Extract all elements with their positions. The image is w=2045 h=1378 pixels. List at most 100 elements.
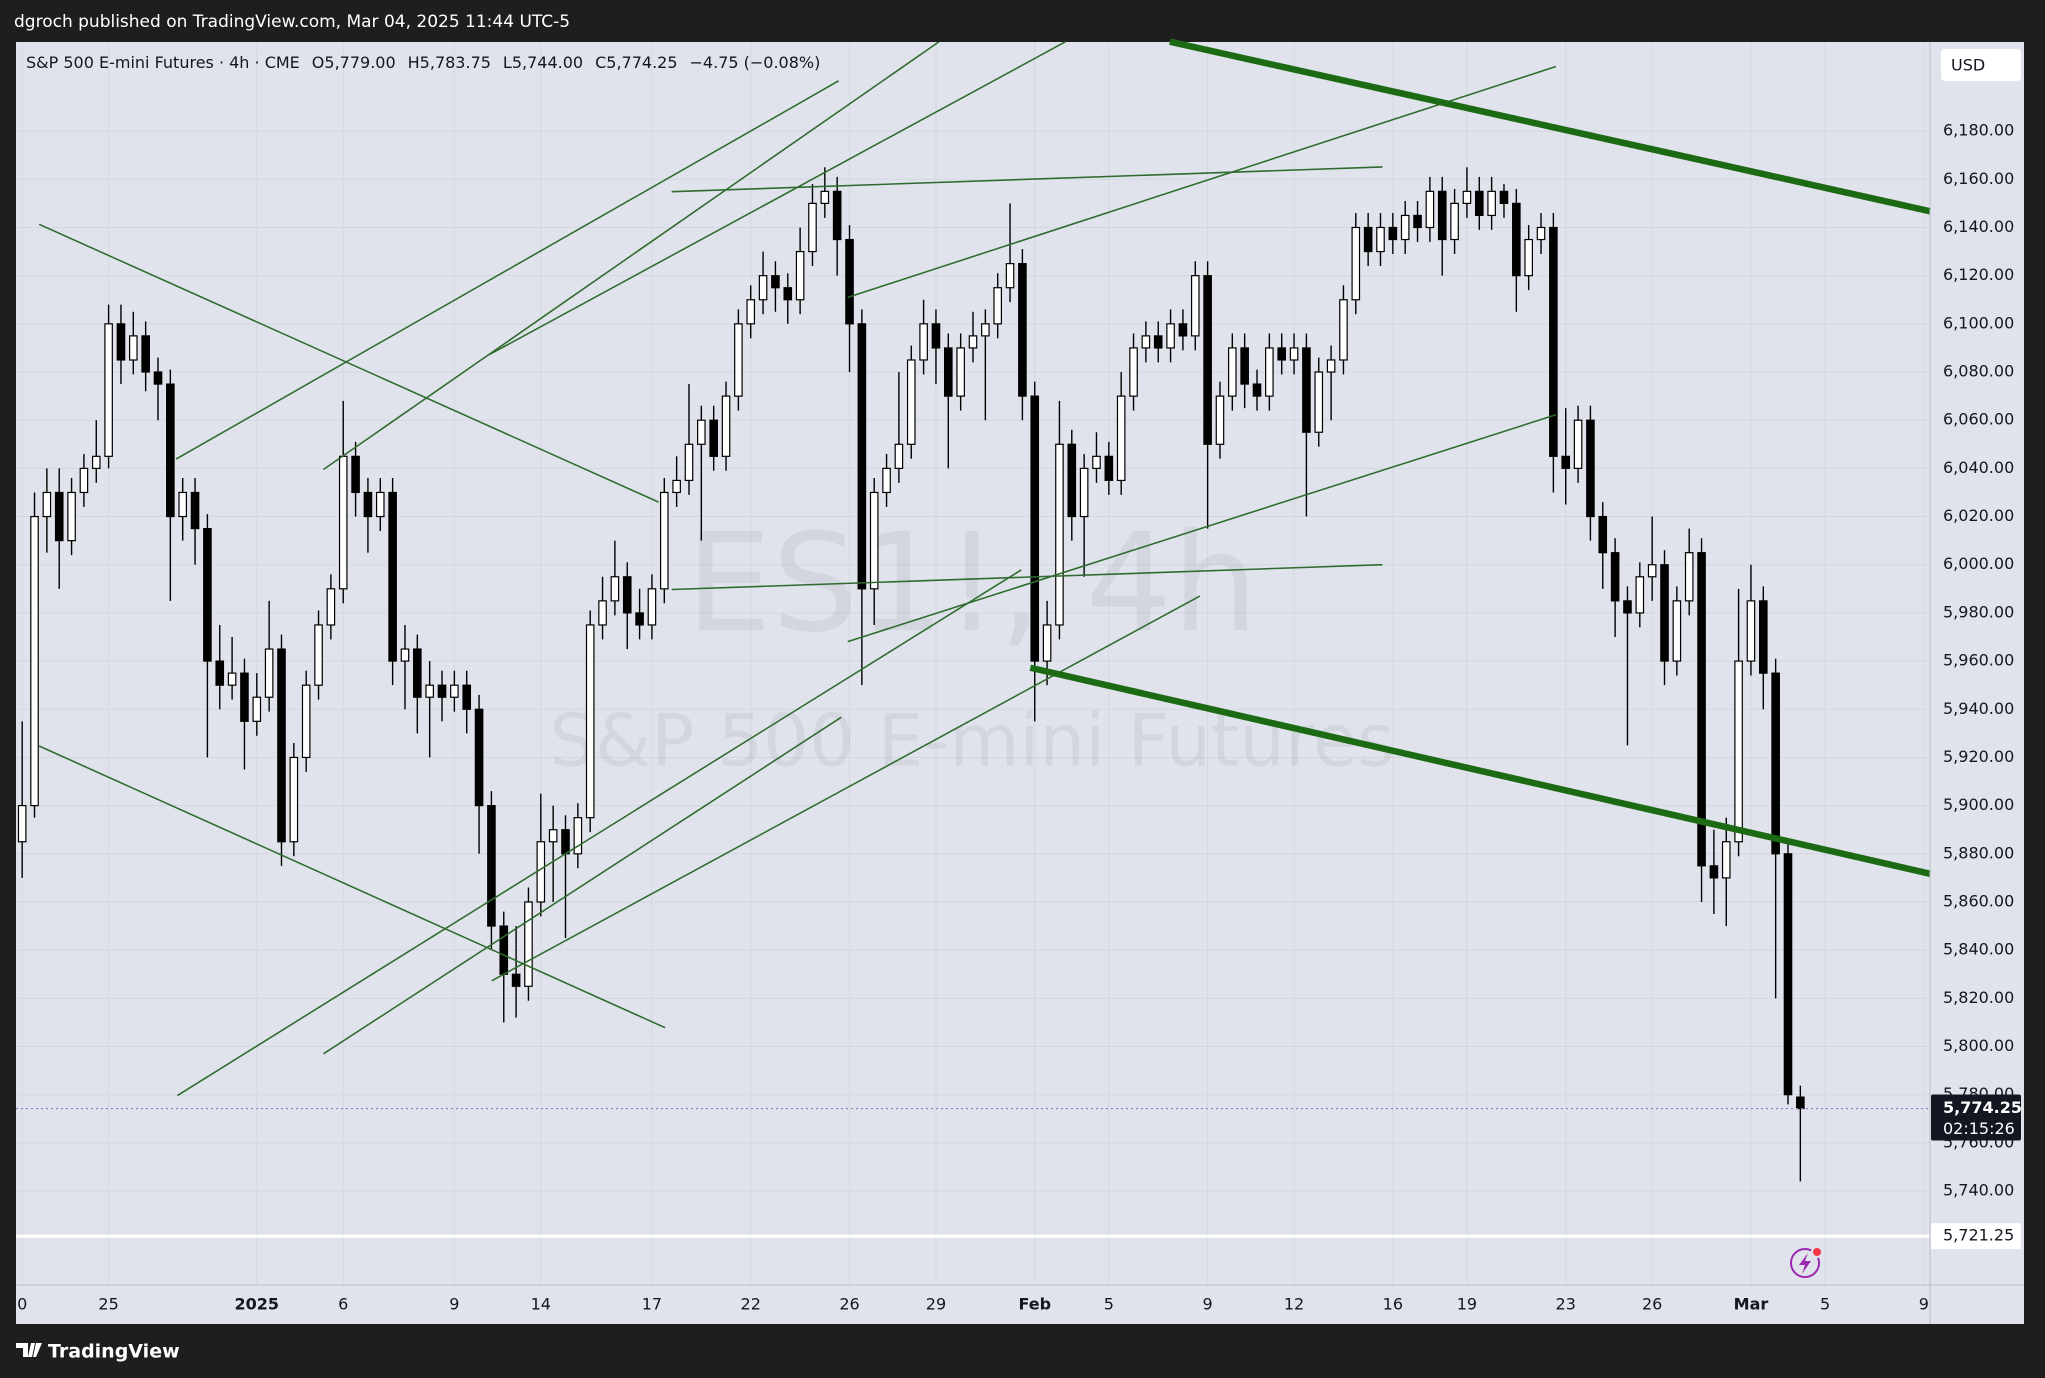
candle-body (42, 491, 52, 518)
candle-body (1376, 226, 1385, 253)
candle-body (1067, 443, 1077, 518)
legend-key: L (503, 53, 512, 72)
candle-body (869, 491, 879, 590)
y-tick-label: 5,960.00 (1943, 651, 2014, 670)
candle-body (1598, 515, 1608, 554)
candle-body (1240, 347, 1249, 385)
candle-body (1030, 395, 1040, 662)
candle-body (1549, 226, 1558, 457)
legend-key: H (408, 53, 420, 72)
candle-body (1302, 347, 1311, 433)
y-tick-label: 6,000.00 (1943, 554, 2014, 573)
candle-body (1635, 576, 1645, 614)
y-tick-label: 5,920.00 (1943, 747, 2014, 766)
candle-body (203, 528, 212, 662)
legend-value: 5,744.00 (512, 53, 583, 72)
candle-body (758, 275, 768, 301)
legend-change: −4.75 (−0.08%) (690, 53, 821, 72)
candle-body (1758, 600, 1768, 674)
trend-line (491, 595, 1201, 982)
candle-body (277, 648, 286, 843)
candle-body (734, 323, 743, 397)
candle-body (981, 323, 990, 337)
candle-body (17, 805, 27, 843)
trend-line (176, 569, 1022, 1097)
candle-body (1265, 347, 1274, 397)
candle-body (1228, 347, 1237, 397)
notification-dot (1811, 1246, 1823, 1258)
candle-body (1215, 395, 1225, 445)
lightning-bolt (1799, 1253, 1811, 1274)
candle-body (1512, 202, 1521, 277)
candle-body (845, 238, 854, 325)
candle-body (697, 419, 706, 445)
candle-body (375, 491, 385, 518)
candle-body (1573, 419, 1583, 469)
y-tick-label: 6,080.00 (1943, 362, 2014, 381)
candle-body (1178, 323, 1188, 337)
candle-body (1400, 214, 1410, 241)
candle-body (462, 684, 472, 710)
candle-body (635, 612, 644, 626)
x-tick-label: 9 (1919, 1295, 1929, 1314)
candle-body (1277, 347, 1287, 361)
y-tick-label: 6,020.00 (1943, 506, 2014, 525)
x-tick-label: 2025 (235, 1295, 280, 1314)
x-tick-label: 16 (1383, 1295, 1403, 1314)
lightning-icon[interactable] (1790, 1248, 1820, 1278)
candle-body (499, 925, 509, 975)
y-tick-label: 6,100.00 (1943, 313, 2014, 332)
candle-body (1326, 359, 1336, 373)
currency-label[interactable]: USD (1951, 56, 1985, 75)
candle-body (487, 805, 496, 927)
candle-body (363, 491, 373, 518)
publisher-line: dgroch published on TradingView.com, Mar… (14, 12, 570, 32)
candle-body (1487, 190, 1496, 217)
candle-body (1141, 335, 1151, 349)
candle-body (1092, 455, 1101, 469)
price-label-box (1931, 1094, 2021, 1141)
candle-body (536, 841, 546, 903)
trend-line (323, 716, 842, 1055)
candle-body (906, 359, 916, 445)
candle-body (1005, 263, 1015, 289)
candle-body (1709, 865, 1719, 879)
x-tick-label: 17 (642, 1295, 662, 1314)
y-tick-label: 6,040.00 (1943, 458, 2014, 477)
candle-body (1166, 323, 1175, 349)
candle-body (1314, 371, 1324, 433)
y-tick-label: 5,840.00 (1943, 940, 2014, 959)
candle-body (684, 443, 694, 482)
x-tick-label: 25 (98, 1295, 118, 1314)
quick-action[interactable] (1790, 1246, 1823, 1278)
candle-body (709, 419, 718, 457)
candle-body (1462, 190, 1472, 204)
candle-body (116, 323, 126, 361)
y-tick-label: 5,980.00 (1943, 602, 2014, 621)
legend-key: O (312, 53, 325, 72)
candle-body (956, 347, 965, 397)
candle-body (351, 455, 360, 494)
watermark-name: S&P 500 E-mini Futures (549, 699, 1394, 783)
candle-body (1499, 190, 1509, 204)
price-countdown: 02:15:26 (1943, 1119, 2015, 1138)
candle-body (573, 817, 583, 855)
candle-body (1018, 263, 1027, 397)
candle-body (1388, 226, 1398, 241)
candle-body (30, 515, 39, 807)
candle-body (511, 973, 521, 987)
x-tick-label: 26 (1642, 1295, 1662, 1314)
candle-body (190, 491, 200, 530)
candle-body (832, 190, 842, 241)
candle-body (141, 335, 150, 373)
candle-body (820, 190, 830, 204)
currency-button[interactable] (1941, 49, 2021, 81)
candles (16, 167, 1930, 1238)
y-tick-label: 5,880.00 (1943, 843, 2014, 862)
candle-body (326, 588, 336, 626)
candle-body (227, 672, 237, 686)
candle-body (1610, 552, 1620, 602)
candle-body (783, 287, 793, 301)
candle-body (1524, 238, 1533, 277)
candle-body (1623, 600, 1632, 614)
